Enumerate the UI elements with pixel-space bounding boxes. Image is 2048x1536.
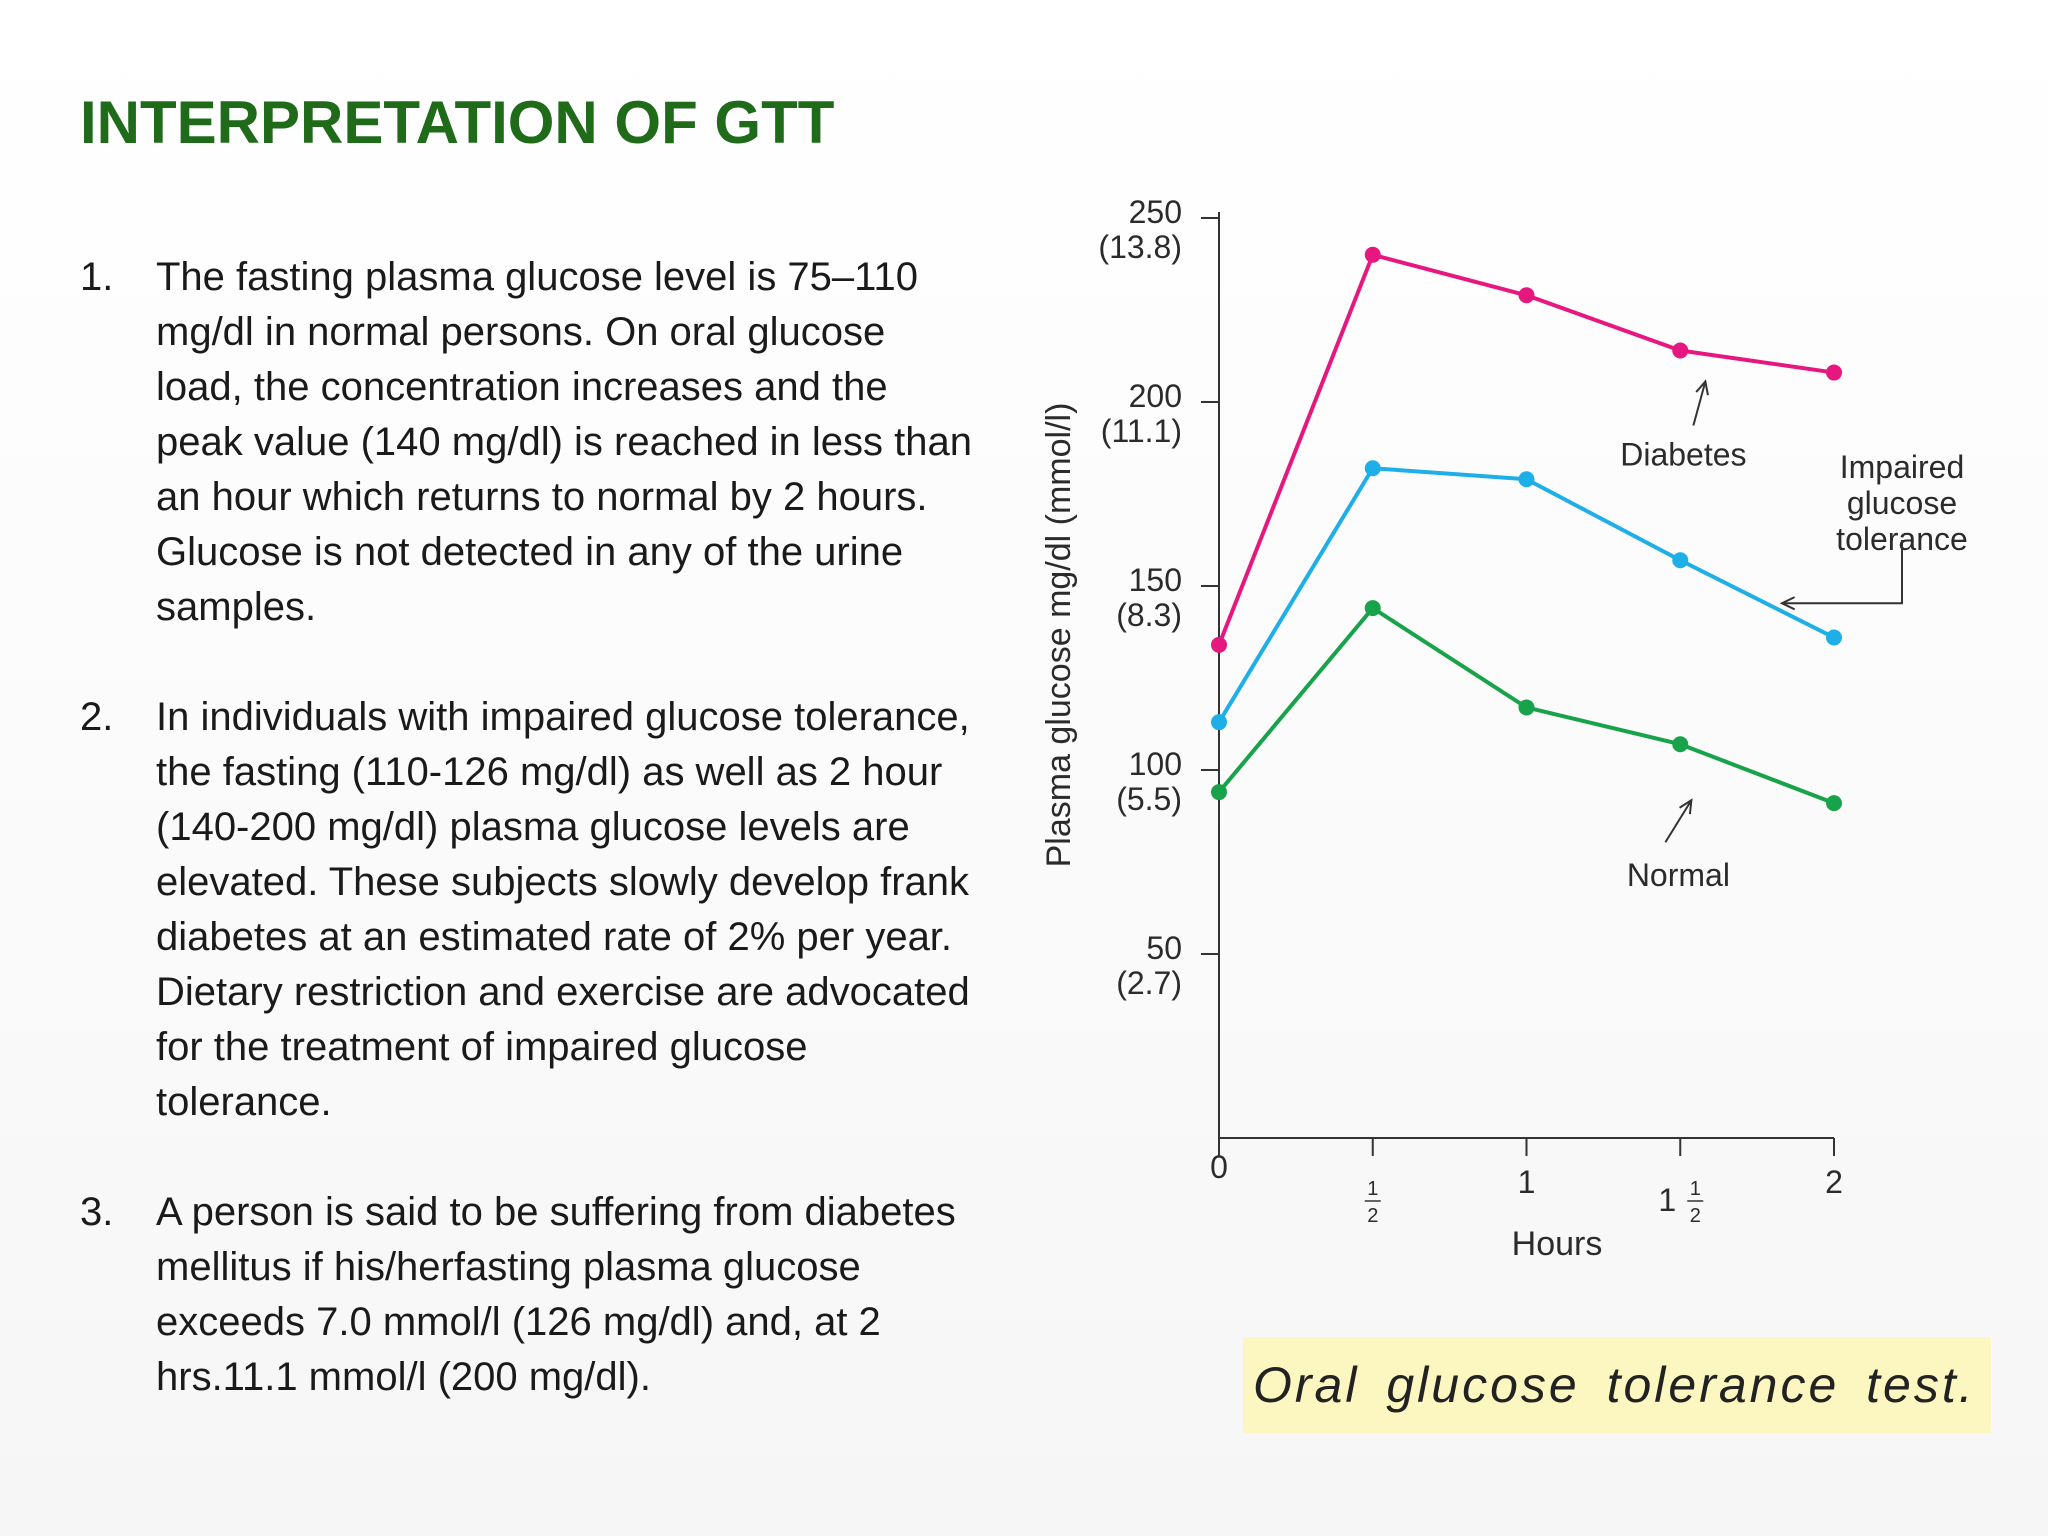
data-point — [1672, 736, 1689, 753]
annotation-normal-arrowhead — [1679, 798, 1693, 815]
x-tick-label-denominator: 2 — [1367, 1205, 1378, 1227]
y-tick-label: 250 — [1129, 194, 1182, 230]
figure-caption-box: Oral glucose tolerance test. — [1243, 1337, 1991, 1433]
data-point — [1826, 795, 1842, 812]
y-tick-sublabel: (2.7) — [1116, 965, 1182, 1001]
gtt-chart: 50 (2.7) 100 (5.5) 150 (8.3) 200 (11.1) 250 (13.8… — [1030, 190, 2020, 1290]
y-tick-sublabel: (11.1) — [1101, 413, 1182, 449]
data-point — [1518, 699, 1535, 716]
annotation-diabetes-label: Diabetes — [1620, 436, 1746, 472]
annotation-igt-arrow — [1782, 540, 1903, 605]
y-tick-sublabel: (13.8) — [1098, 229, 1182, 265]
y-tick-sublabel: (8.3) — [1116, 597, 1182, 633]
y-tick-label: 150 — [1129, 562, 1182, 598]
slide-title: INTERPRETATION OF GTT — [80, 89, 835, 156]
list-item: 2. In individuals with impaired glucose … — [80, 690, 980, 1130]
x-tick-label: 0 — [1210, 1149, 1228, 1185]
list-item-text: The fasting plasma glucose level is 75–1… — [156, 255, 973, 629]
list-item: 3. A person is said to be suffering from… — [80, 1185, 980, 1405]
data-point — [1364, 600, 1381, 617]
x-tick-label: 1 — [1518, 1164, 1536, 1200]
y-tick-label: 200 — [1129, 378, 1182, 414]
y-tick-label: 100 — [1129, 746, 1182, 782]
annotation-igt-arrowhead — [1779, 596, 1796, 611]
gtt-line-chart: 50(2.7) 100(5.5) 150(8.3) 200(11.1) 250(13.8… — [1040, 194, 1968, 1263]
x-axis-title: Hours — [1512, 1225, 1603, 1263]
y-tick-label: 50 — [1146, 930, 1182, 966]
annotation-igt-label-line: glucose — [1847, 485, 1957, 521]
list-item-number: 2. — [80, 695, 114, 739]
data-point — [1826, 364, 1842, 381]
list-item: 1. The fasting plasma glucose level is 7… — [80, 250, 980, 635]
x-tick-label-numerator: 1 — [1690, 1178, 1701, 1200]
y-tick-sublabel: (5.5) — [1116, 781, 1182, 817]
x-tick-label-whole: 1 — [1658, 1182, 1676, 1218]
list-item-number: 1. — [80, 255, 114, 299]
interpretation-list: 1. The fasting plasma glucose level is 7… — [80, 250, 980, 1460]
data-point — [1672, 552, 1689, 569]
figure-caption: Oral glucose tolerance test. — [1253, 1357, 1976, 1413]
annotation-normal-arrow — [1664, 799, 1693, 843]
annotation-igt-label-line: Impaired — [1840, 449, 1965, 485]
data-point — [1364, 460, 1381, 477]
list-item-text: A person is said to be suffering from di… — [156, 1190, 956, 1399]
list-item-text: In individuals with impaired glucose tol… — [156, 695, 970, 1124]
data-point — [1518, 471, 1535, 488]
data-point — [1211, 714, 1227, 731]
annotation-diabetes-arrowhead — [1695, 379, 1709, 396]
data-point — [1211, 636, 1227, 653]
x-tick-label-numerator: 1 — [1367, 1178, 1378, 1200]
data-point — [1672, 342, 1689, 359]
annotation-normal-label: Normal — [1627, 857, 1730, 893]
data-point — [1826, 629, 1842, 646]
list-item-number: 3. — [80, 1190, 114, 1234]
data-point — [1518, 287, 1535, 304]
y-axis-title: Plasma glucose mg/dl (mmol/l) — [1040, 403, 1078, 868]
data-point — [1364, 246, 1381, 263]
annotation-diabetes-arrow — [1692, 381, 1707, 426]
x-tick-label: 2 — [1825, 1164, 1843, 1200]
x-tick-label-denominator: 2 — [1690, 1205, 1701, 1227]
data-point — [1211, 784, 1227, 801]
